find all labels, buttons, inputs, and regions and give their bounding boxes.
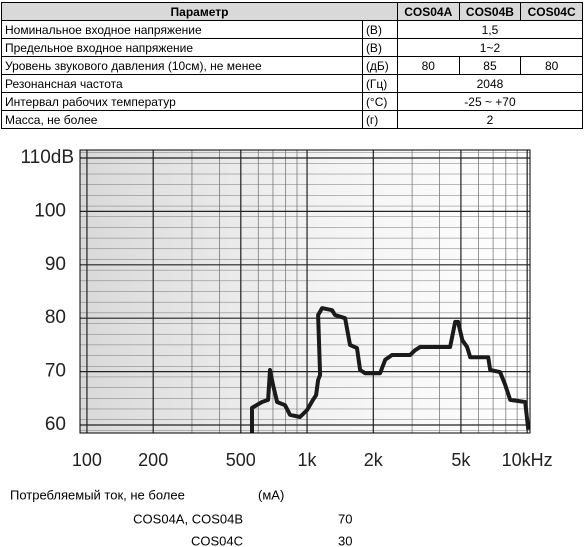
parameter: Предельное входное напряжение xyxy=(1,38,363,57)
spec-table: Параметр COS04A COS04B COS04C Номинальное вх… xyxy=(1,2,584,129)
value: 80 xyxy=(396,56,460,75)
y-tick-label: 80 xyxy=(45,307,66,328)
footer-model: COS04C xyxy=(191,533,243,547)
x-tick-label: 5k xyxy=(451,450,471,470)
y-tick-label: 70 xyxy=(45,361,66,382)
unit: (В) xyxy=(361,38,398,57)
footer-value: 70 xyxy=(338,511,352,526)
parameter: Масса, не более xyxy=(1,110,363,129)
unit: (г) xyxy=(361,110,398,129)
value: 2048 xyxy=(396,74,584,93)
footer-title: Потребляемый ток, не более xyxy=(10,487,185,502)
y-tick-label: 110dB xyxy=(20,147,74,168)
unit: (В) xyxy=(361,20,398,39)
x-tick-label: 10kHz xyxy=(502,450,553,470)
header-cell: Параметр xyxy=(1,2,398,21)
value: 1,5 xyxy=(396,20,584,39)
y-tick-label: 60 xyxy=(45,414,66,435)
unit: (°С) xyxy=(361,92,398,111)
header-cell: COS04C xyxy=(520,2,583,21)
footer-value: 30 xyxy=(338,533,352,547)
parameter: Номинальное входное напряжение xyxy=(1,20,363,39)
x-tick-label: 1k xyxy=(298,450,318,470)
y-tick-label: 90 xyxy=(45,254,66,275)
header-cell: COS04B xyxy=(458,2,522,21)
x-tick-label: 2k xyxy=(364,450,384,470)
x-tick-label: 500 xyxy=(226,450,256,470)
y-tick-label: 100 xyxy=(34,200,66,221)
value: 80 xyxy=(520,56,583,75)
parameter: Уровень звукового давления (10см), не ме… xyxy=(1,56,363,75)
plot-frame xyxy=(79,149,531,434)
unit: (дБ) xyxy=(361,56,398,75)
response-line xyxy=(250,306,531,433)
parameter: Резонансная частота xyxy=(1,74,363,93)
parameter: Интервал рабочих температур xyxy=(1,92,363,111)
value: 85 xyxy=(458,56,522,75)
x-tick-label: 100 xyxy=(72,450,102,470)
value: -25 ~ +70 xyxy=(396,92,584,111)
x-tick-label: 200 xyxy=(138,450,168,470)
footer-model: COS04A, COS04B xyxy=(133,511,243,526)
unit: (Гц) xyxy=(361,74,398,93)
footer-unit: (мА) xyxy=(258,487,284,502)
value: 2 xyxy=(396,110,584,129)
header-cell: COS04A xyxy=(396,2,460,21)
value: 1~2 xyxy=(396,38,584,57)
